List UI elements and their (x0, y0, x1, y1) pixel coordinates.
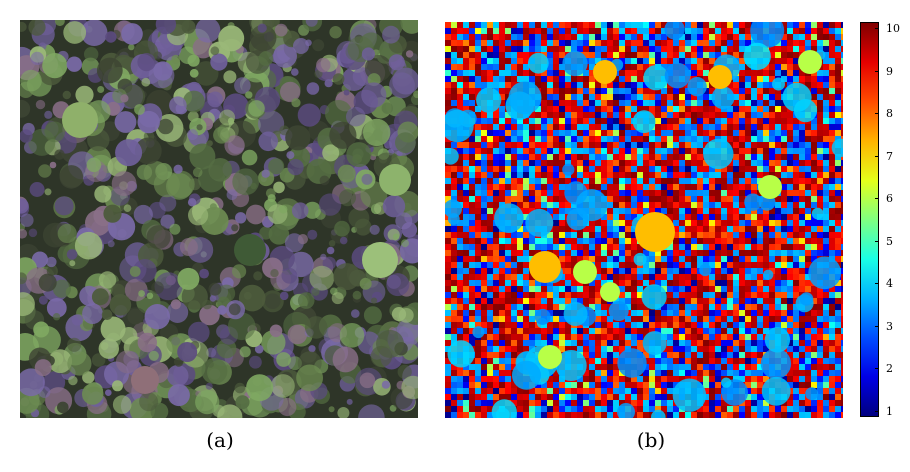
colorbar-tick-label: 3 (886, 321, 893, 333)
colorbar-tick-mark (875, 411, 879, 412)
colorbar-tick-mark (875, 113, 879, 114)
colorbar-tick-mark (875, 241, 879, 242)
colorbar-tick-mark (875, 156, 879, 157)
colorbar-tick-label: 4 (886, 278, 893, 290)
caption-b: (b) (621, 428, 681, 452)
colorbar-tick-mark (875, 326, 879, 327)
aerial-image-panel (20, 20, 418, 418)
colorbar-tick-label: 9 (886, 66, 893, 78)
colorbar-tick-mark (875, 71, 879, 72)
colorbar-tick-mark (875, 368, 879, 369)
colorbar-tick-label: 2 (886, 363, 893, 375)
colorbar-tick-label: 10 (886, 23, 900, 35)
colorbar-tick-mark (875, 283, 879, 284)
colorbar (860, 22, 879, 417)
colorbar-tick-label: 6 (886, 193, 893, 205)
classification-map (445, 22, 843, 418)
colorbar-tick-label: 1 (886, 406, 893, 418)
classification-map-panel (445, 22, 843, 418)
colorbar-tick-mark (875, 28, 879, 29)
colorbar-tick-label: 7 (886, 151, 893, 163)
colorbar-tick-label: 8 (886, 108, 893, 120)
caption-a: (a) (190, 428, 250, 452)
colorbar-tick-mark (875, 198, 879, 199)
colorbar-tick-label: 5 (886, 236, 893, 248)
aerial-image (20, 20, 418, 418)
